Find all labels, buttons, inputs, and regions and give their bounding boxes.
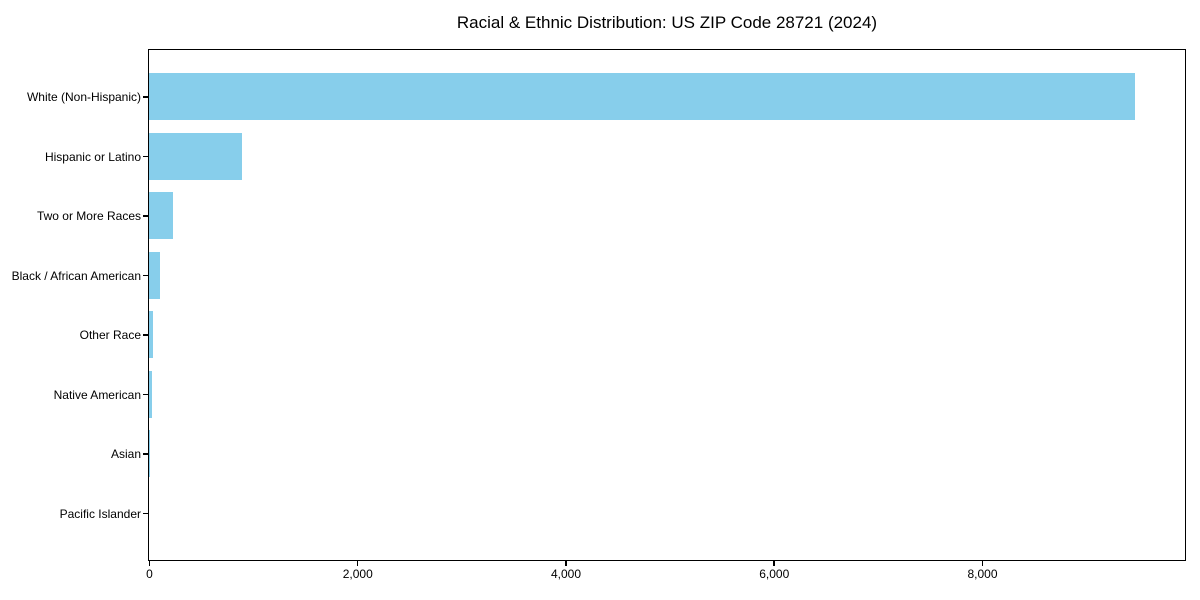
x-tick-label-2000: 2,000 [342, 567, 373, 581]
x-tick-mark [773, 561, 775, 566]
bar-two-or-more-races [149, 192, 173, 239]
bar-black-african-american [149, 251, 160, 299]
y-tick-mark [143, 155, 148, 158]
y-tick-mark [143, 274, 148, 277]
bar-white-non-hispanic [149, 73, 1136, 120]
bar-native-american [149, 370, 152, 418]
bar-asian [149, 430, 150, 477]
y-tick-mark [143, 453, 148, 455]
y-tick-label-native-american: Native American [53, 387, 141, 402]
y-tick-label-two-or-more-races: Two or More Races [36, 209, 141, 223]
y-tick-label-hispanic-or-latino: Hispanic or Latino [44, 149, 141, 164]
bar-other-race [149, 311, 153, 358]
y-tick-mark [143, 334, 148, 336]
x-tick-mark [356, 561, 359, 566]
y-tick-label-asian: Asian [110, 447, 141, 461]
y-tick-label-white-non-hispanic: White (Non-Hispanic) [26, 90, 141, 104]
x-tick-mark [148, 561, 151, 566]
chart-title: Racial & Ethnic Distribution: US ZIP Cod… [456, 13, 878, 32]
x-tick-label-4000: 4,000 [550, 567, 581, 581]
y-tick-label-other-race: Other Race [79, 328, 141, 342]
y-tick-mark [143, 512, 148, 515]
x-tick-label-0: 0 [146, 567, 153, 581]
y-tick-mark [143, 393, 148, 396]
y-tick-mark [143, 96, 148, 98]
bar-hispanic-or-latino [149, 132, 242, 180]
y-tick-label-black-african-american: Black / African American [11, 268, 141, 283]
plot-area [148, 49, 1186, 561]
y-tick-label-pacific-islander: Pacific Islander [59, 506, 141, 521]
x-tick-label-8000: 8,000 [967, 567, 998, 581]
y-tick-mark [143, 215, 148, 217]
x-tick-mark [565, 561, 567, 566]
x-tick-label-6000: 6,000 [759, 567, 790, 581]
x-tick-mark [981, 561, 984, 566]
